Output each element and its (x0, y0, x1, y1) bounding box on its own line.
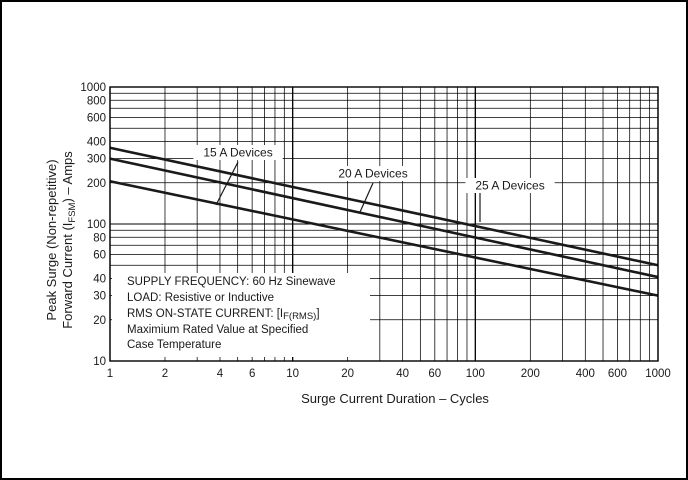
y-tick-label: 30 (93, 291, 106, 303)
y-axis-title-subscript: FSM (67, 202, 78, 222)
x-axis-title: Surge Current Duration – Cycles (301, 391, 489, 406)
series-line (109, 157, 659, 279)
series-label: 20 A Devices (338, 167, 407, 181)
note-rms-current: RMS ON-STATE CURRENT: [IF(RMS)] (127, 308, 320, 322)
series-labels: 25 A Devices 20 A Devices 15 A Devices (193, 145, 555, 193)
y-tick-label: 300 (87, 154, 106, 166)
x-tick-label: 60 (428, 368, 441, 380)
x-tick-label: 6 (249, 368, 255, 380)
series-label-bg (328, 166, 418, 181)
y-tick-label: 40 (93, 274, 106, 286)
notes-background (112, 273, 370, 357)
notes-block: SUPPLY FREQUENCY: 60 Hz Sinewave LOAD: R… (127, 276, 336, 351)
x-tick-label: 100 (466, 368, 485, 380)
x-tick-label: 4 (217, 368, 224, 380)
y-tick-label: 800 (87, 95, 106, 107)
note-rms-part1: RMS ON-STATE CURRENT: [I (127, 308, 283, 320)
note-max-rated: Maximium Rated Value at Specified (127, 324, 308, 336)
x-tick-label: 20 (341, 368, 354, 380)
y-tick-label: 200 (87, 178, 106, 190)
series-line (109, 146, 659, 267)
note-rms-subscript: F(RMS) (283, 311, 316, 322)
y-tick-label: 400 (87, 137, 106, 149)
y-tick-label: 1000 (80, 82, 106, 94)
x-tick-label: 10 (286, 368, 299, 380)
y-tick-label: 100 (87, 219, 106, 231)
y-tick-label: 10 (93, 356, 106, 368)
x-tick-labels: 1 2 4 6 10 20 40 60 100 200 400 600 1000 (107, 368, 671, 380)
y-axis-title-line2: Forward Current (IFSM) – Amps (60, 151, 78, 329)
x-tick-label: 400 (576, 368, 595, 380)
x-tick-label: 40 (396, 368, 409, 380)
label-leaders (215, 161, 481, 222)
series-leader-line (215, 161, 239, 206)
series-label: 15 A Devices (203, 146, 272, 160)
y-axis-title-line1: Peak Surge (Non-repetitive) (44, 159, 59, 320)
y-axis-title: Peak Surge (Non-repetitive) Forward Curr… (44, 151, 78, 329)
series-line (109, 180, 659, 297)
x-tick-label: 1 (107, 368, 113, 380)
x-tick-label: 200 (521, 368, 540, 380)
y-tick-label: 600 (87, 112, 106, 124)
y-axis-title-part1: Forward Current (I (60, 223, 75, 329)
y-axis-title-part3: ) – Amps (60, 151, 75, 203)
y-tick-label: 60 (93, 249, 106, 261)
note-load: LOAD: Resistive or Inductive (127, 292, 274, 304)
series-leader-line (359, 182, 374, 213)
x-tick-label: 2 (162, 368, 168, 380)
y-tick-label: 80 (93, 232, 106, 244)
y-tick-label: 20 (93, 315, 106, 327)
note-supply-frequency: SUPPLY FREQUENCY: 60 Hz Sinewave (127, 276, 336, 288)
series-label: 25 A Devices (475, 179, 544, 193)
note-case-temp: Case Temperature (127, 339, 221, 351)
x-tick-label: 600 (608, 368, 627, 380)
x-tick-label: 1000 (645, 368, 671, 380)
series-label-bg (193, 145, 283, 160)
series-lines (109, 146, 659, 297)
series-label-bg (465, 178, 555, 193)
plot-border (109, 86, 659, 362)
notes-bg-rect (112, 273, 370, 357)
note-rms-part3: ] (316, 308, 319, 320)
